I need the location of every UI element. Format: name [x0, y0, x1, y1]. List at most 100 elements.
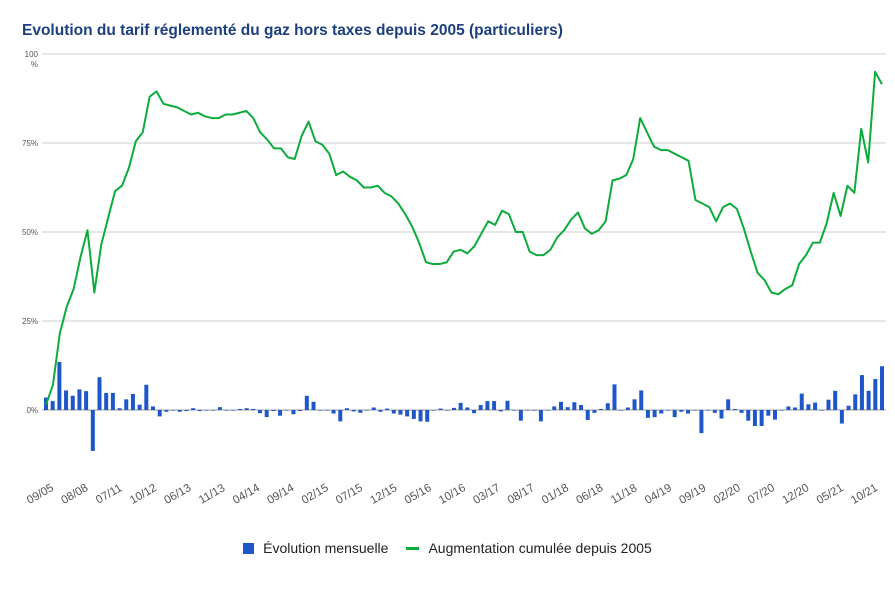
bar — [739, 410, 744, 413]
x-tick-label: 03/17 — [471, 482, 502, 507]
bar — [472, 410, 477, 414]
legend-item-monthly: Évolution mensuelle — [243, 540, 388, 556]
x-tick-label: 09/14 — [265, 482, 296, 507]
bar — [64, 390, 69, 410]
bar — [545, 410, 550, 411]
bar — [839, 410, 844, 424]
bar — [813, 402, 818, 410]
bar — [344, 408, 349, 410]
bar — [425, 410, 430, 422]
bar — [706, 410, 711, 411]
x-tick-label: 08/08 — [59, 482, 90, 507]
bar — [244, 408, 249, 410]
bar — [391, 410, 396, 414]
bar — [231, 410, 236, 411]
bar — [846, 405, 851, 410]
bar — [271, 410, 276, 412]
bar — [565, 407, 570, 410]
bar — [525, 410, 530, 411]
bar — [478, 405, 483, 410]
bar — [726, 399, 731, 410]
x-tick-label: 05/21 — [815, 482, 846, 507]
bar — [418, 410, 423, 422]
bar — [819, 410, 824, 411]
bar — [552, 406, 557, 410]
bar — [732, 408, 737, 410]
bar — [331, 410, 336, 414]
x-tick-label: 07/15 — [334, 482, 365, 507]
bar — [772, 410, 777, 420]
bar — [304, 395, 309, 410]
x-tick-label: 12/15 — [368, 482, 399, 507]
bar — [84, 391, 89, 410]
bar — [291, 410, 296, 415]
bar — [719, 410, 724, 419]
bar — [264, 410, 269, 418]
bar — [712, 410, 717, 413]
x-tick-label: 02/15 — [300, 482, 331, 507]
x-tick-label: 04/19 — [643, 482, 674, 507]
bar — [692, 410, 697, 411]
bar — [699, 410, 704, 434]
bar — [144, 384, 149, 410]
x-tick-label: 02/20 — [712, 482, 743, 507]
bar — [197, 410, 202, 412]
bar — [184, 410, 189, 412]
bar — [799, 393, 804, 410]
bar — [866, 390, 871, 410]
bar — [779, 410, 784, 411]
y-tick-label: 100 — [25, 50, 39, 59]
bar — [97, 377, 102, 410]
bar — [130, 393, 135, 410]
x-tick-label: 09/05 — [25, 482, 56, 507]
bar — [853, 394, 858, 410]
bar — [833, 390, 838, 410]
bar — [759, 410, 764, 427]
bar — [324, 410, 329, 411]
bar — [224, 410, 229, 411]
y-tick-label: 0% — [26, 406, 38, 415]
bar — [538, 410, 543, 422]
x-tick-label: 10/16 — [437, 482, 468, 507]
bar — [492, 401, 497, 410]
legend-swatch-line — [406, 546, 420, 550]
bar — [378, 410, 383, 412]
legend-item-cumulative: Augmentation cumulée depuis 2005 — [406, 540, 652, 556]
bar — [686, 410, 691, 414]
bar — [405, 410, 410, 417]
bar — [558, 401, 563, 410]
bar — [164, 410, 169, 412]
bar — [137, 404, 142, 410]
x-tick-label: 10/21 — [849, 482, 880, 507]
bar — [298, 410, 303, 412]
bar — [672, 410, 677, 418]
bar — [826, 399, 831, 410]
bar — [124, 399, 129, 410]
bar — [572, 402, 577, 410]
bar — [632, 399, 637, 410]
bar — [110, 392, 115, 410]
x-tick-label: 10/12 — [128, 482, 159, 507]
bar — [104, 392, 109, 410]
bar — [793, 407, 798, 410]
bar — [806, 404, 811, 410]
bar — [177, 410, 182, 412]
bar — [880, 366, 884, 410]
bar — [786, 406, 791, 410]
bar — [117, 408, 122, 410]
bar — [639, 390, 644, 410]
bar — [652, 410, 657, 418]
x-tick-label: 11/18 — [609, 482, 639, 506]
x-tick-label: 01/18 — [540, 482, 571, 507]
bar — [278, 410, 283, 416]
bar — [365, 410, 370, 411]
bar — [605, 403, 610, 410]
bar — [318, 410, 323, 411]
legend-label-monthly: Évolution mensuelle — [263, 540, 389, 556]
bar — [451, 407, 456, 410]
bar — [57, 361, 62, 410]
legend-label-cumulative: Augmentation cumulée depuis 2005 — [428, 540, 652, 556]
x-tick-label: 06/13 — [162, 482, 193, 507]
bar — [458, 402, 463, 410]
